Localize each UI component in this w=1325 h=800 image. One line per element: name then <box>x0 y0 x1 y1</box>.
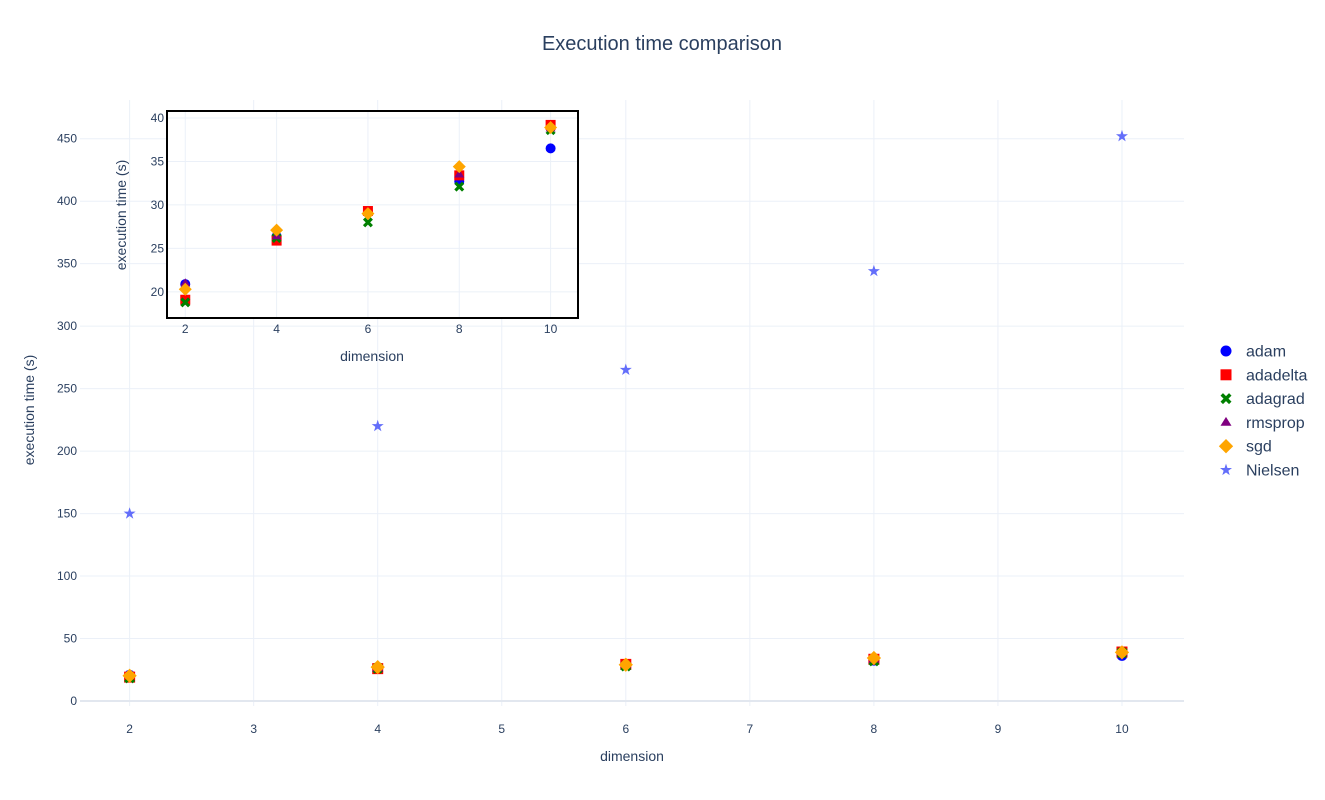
inset-point-adagrad <box>362 217 373 228</box>
inset-data-points <box>178 119 558 308</box>
inset-point-rmsprop <box>180 278 191 287</box>
inset-point-adagrad <box>180 297 191 308</box>
inset-tick-labels: 2 4 6 8 10 20 25 30 35 40 <box>151 111 558 336</box>
x-tick-label: 5 <box>498 722 505 736</box>
legend-item-sgd[interactable]: sgd <box>1218 439 1272 456</box>
y-tick-label: 50 <box>64 632 78 646</box>
x-tick-label: 10 <box>1115 722 1129 736</box>
inset-x-tick-label: 2 <box>182 322 189 336</box>
inset-point-sgd <box>544 121 558 135</box>
inset-series-sgd <box>178 121 558 296</box>
inset-y-tick-label: 25 <box>151 241 165 255</box>
inset-y-tick-label: 40 <box>151 111 165 125</box>
y-tick-label: 300 <box>57 319 77 333</box>
point-sgd <box>618 657 633 672</box>
legend-label: Nielsen <box>1246 463 1299 480</box>
point-nielsen <box>1115 129 1128 142</box>
inset-border <box>166 110 579 319</box>
point-sgd <box>122 668 137 683</box>
legend-label: rmsprop <box>1246 415 1305 432</box>
point-sgd <box>1114 645 1130 660</box>
point-nielsen <box>123 507 136 519</box>
x-tick-label: 6 <box>622 722 629 736</box>
legend-item-rmsprop[interactable]: rmsprop <box>1220 415 1305 432</box>
legend-label: sgd <box>1246 439 1272 456</box>
inset-x-axis-title: dimension <box>340 348 404 364</box>
inset-point-rmsprop <box>454 169 465 178</box>
inset-y-axis-title: execution time (s) <box>113 160 129 270</box>
legend-marker-sgd <box>1218 439 1234 454</box>
y-tick-label: 100 <box>57 569 77 583</box>
gridlines <box>80 100 1184 706</box>
legend-item-adagrad[interactable]: adagrad <box>1220 391 1305 408</box>
legend-label: adam <box>1246 344 1286 361</box>
inset-point-adam <box>545 143 556 154</box>
inset-point-sgd <box>452 160 466 174</box>
inset-y-tick-label: 20 <box>151 285 165 299</box>
y-tick-label: 0 <box>70 694 77 708</box>
data-points <box>122 129 1130 684</box>
legend-item-nielsen[interactable]: Nielsen <box>1219 463 1299 480</box>
y-tick-label: 450 <box>57 132 77 146</box>
legend-marker-nielsen <box>1219 463 1233 476</box>
point-sgd <box>866 650 882 666</box>
legend-label: adadelta <box>1246 367 1307 384</box>
x-tick-label: 4 <box>374 722 381 736</box>
inset-y-tick-label: 30 <box>151 198 165 212</box>
inset-point-sgd <box>270 223 284 237</box>
legend-item-adadelta[interactable]: adadelta <box>1220 367 1308 384</box>
y-tick-label: 150 <box>57 507 77 521</box>
series-nielsen <box>123 129 1128 519</box>
inset-plot-area: 2 4 6 8 10 20 25 30 35 40 <box>151 110 579 336</box>
x-tick-label: 7 <box>746 722 753 736</box>
x-tick-label: 3 <box>250 722 257 736</box>
x-tick-label: 8 <box>871 722 878 736</box>
y-axis-title: execution time (s) <box>21 355 37 465</box>
legend-marker-rmsprop <box>1220 416 1232 426</box>
point-nielsen <box>867 264 880 277</box>
inset-y-tick-label: 35 <box>151 154 165 168</box>
legend-item-adam[interactable]: adam <box>1220 344 1287 361</box>
series-sgd <box>122 645 1130 683</box>
x-tick-label: 9 <box>995 722 1002 736</box>
legend-marker-adagrad <box>1220 393 1232 405</box>
point-nielsen <box>371 419 384 432</box>
y-tick-label: 200 <box>57 444 77 458</box>
legend-label: adagrad <box>1246 391 1305 408</box>
inset-point-sgd <box>361 207 375 221</box>
legend-marker-adadelta <box>1220 369 1232 381</box>
inset-point-adagrad <box>454 181 465 192</box>
inset-x-tick-label: 4 <box>273 322 280 336</box>
inset-x-tick-label: 6 <box>365 322 372 336</box>
x-axis-title: dimension <box>600 748 664 764</box>
inset-x-tick-label: 8 <box>456 322 463 336</box>
point-sgd <box>370 659 385 675</box>
chart-title: Execution time comparison <box>542 33 782 55</box>
inset-x-tick-label: 10 <box>544 322 558 336</box>
y-tick-label: 400 <box>57 194 77 208</box>
legend[interactable]: adam adadelta adagrad rmsprop sgd Nielsen <box>1218 344 1308 480</box>
y-tick-label: 350 <box>57 257 77 271</box>
legend-marker-adam <box>1220 345 1232 357</box>
inset-point-sgd <box>178 282 192 296</box>
x-tick-label: 2 <box>126 722 133 736</box>
point-nielsen <box>619 363 632 376</box>
inset-point-adadelta <box>180 294 191 305</box>
y-tick-label: 250 <box>57 382 77 396</box>
